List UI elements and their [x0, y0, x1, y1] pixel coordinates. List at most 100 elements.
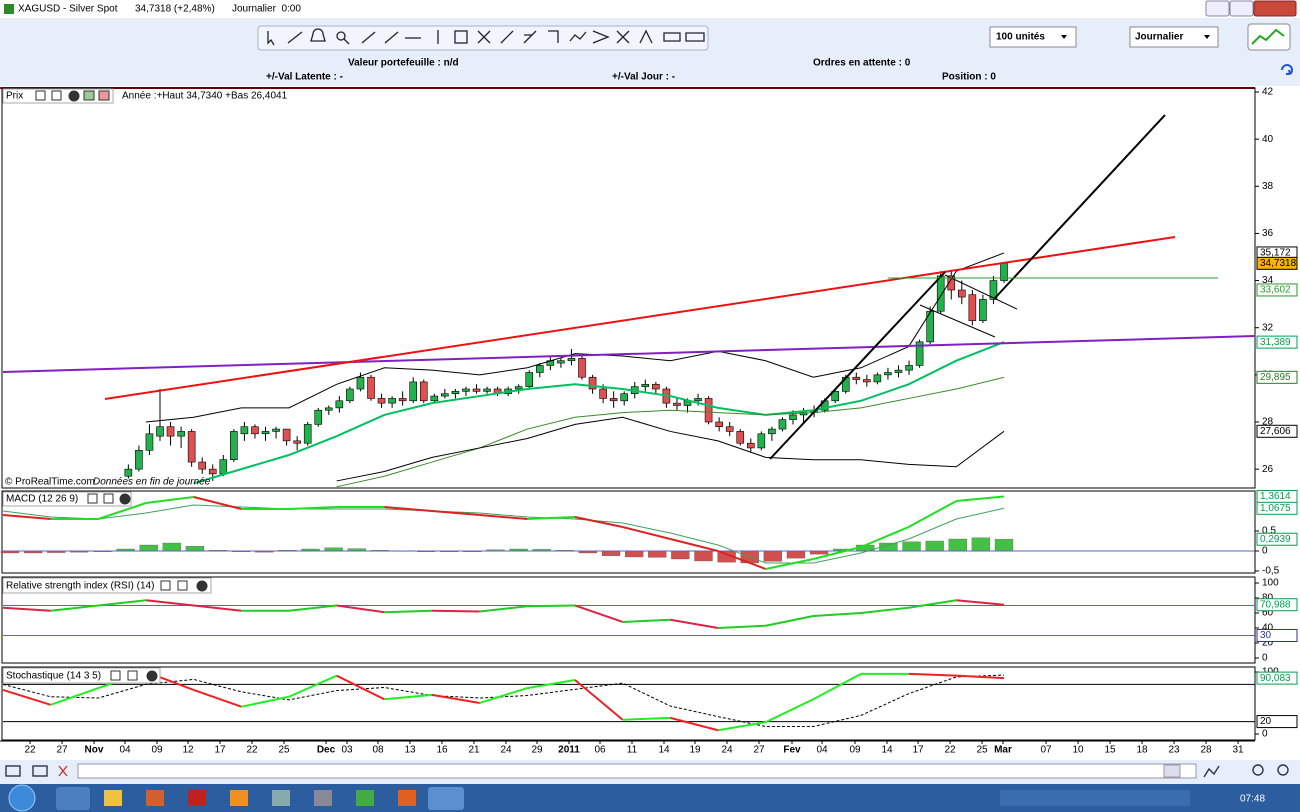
indicator-segment: [98, 599, 147, 607]
maximize-button[interactable]: [1229, 0, 1254, 17]
candle-body: [599, 388, 607, 399]
panel-name: MACD (12 26 9): [6, 494, 78, 505]
histogram-bar: [902, 541, 921, 552]
candle-body: [894, 369, 903, 373]
scrollbar[interactable]: [77, 763, 1197, 779]
indicator-segment: [479, 687, 528, 704]
indicator-segment: [574, 679, 624, 721]
window-title: XAGUSD - Silver Spot: [18, 4, 118, 15]
indicator-segment: [193, 689, 242, 708]
x-tick-label: 21: [468, 745, 480, 756]
account-bar: [0, 55, 1300, 86]
candle-body: [863, 379, 871, 383]
candle-body: [272, 428, 280, 432]
value-marker: [1256, 256, 1298, 270]
macd-panel: [1, 490, 1256, 574]
candle-body: [641, 383, 650, 387]
x-tick-label: 04: [119, 745, 131, 756]
candle-body: [346, 388, 354, 402]
candle-body: [261, 431, 270, 435]
y-tick-label: 80: [1262, 593, 1274, 604]
tool-icons[interactable]: [267, 28, 705, 46]
y-tick-label: 0,5: [1262, 526, 1276, 537]
dropdown-arrow: [1204, 35, 1210, 39]
value-marker-label: 31,389: [1260, 337, 1291, 348]
candle-body: [230, 431, 238, 461]
candle-body: [525, 372, 534, 387]
refresh-icon[interactable]: [1281, 64, 1293, 75]
indicator-line: [193, 341, 1005, 485]
pending-orders: Ordres en attente : 0: [813, 58, 911, 69]
value-marker-label: 90,083: [1260, 673, 1291, 684]
histogram-bar: [601, 550, 621, 556]
candle-body: [957, 289, 966, 298]
candle-body: [293, 440, 301, 444]
value-marker: [1256, 283, 1298, 297]
candle-body: [388, 398, 396, 404]
value-marker-label: 1,3614: [1260, 491, 1291, 502]
histogram-bar: [948, 538, 967, 552]
indicator-segment: [908, 599, 957, 609]
value-marker: [1256, 370, 1298, 384]
histogram-bar: [671, 550, 690, 560]
candle-body: [314, 409, 323, 425]
candle-body: [947, 275, 956, 291]
indicator-segment: [193, 496, 242, 510]
period: Journalier 0:00: [232, 4, 301, 15]
x-tick-label: 23: [1168, 745, 1180, 756]
scroll-thumb[interactable]: [1163, 764, 1181, 778]
histogram-bar: [971, 537, 991, 552]
x-tick-label: 24: [721, 745, 733, 756]
indicator-segment: [288, 506, 337, 510]
x-tick-label: 16: [436, 745, 448, 756]
uptrend-line: [769, 271, 946, 460]
indicator-segment: [98, 502, 147, 520]
candle-body: [219, 459, 228, 475]
candle-body: [177, 431, 185, 437]
x-tick-label: 07: [1040, 745, 1052, 756]
indicator-segment: [288, 674, 338, 698]
histogram-bar: [763, 550, 782, 562]
candle-body: [989, 280, 998, 300]
timeframe-select[interactable]: [1129, 26, 1219, 48]
candle-body: [398, 398, 407, 402]
histogram-bar: [786, 550, 806, 559]
indicator-segment: [2, 514, 51, 520]
minimize-button[interactable]: [1205, 0, 1230, 17]
histogram-bar: [694, 550, 713, 562]
candle-body: [915, 341, 924, 366]
candle-body: [240, 426, 249, 435]
bottom-icons[interactable]: [5, 764, 1289, 778]
candle-body: [419, 381, 428, 402]
indicator-segment: [2, 688, 51, 706]
indicator-segment: [2, 606, 51, 612]
x-tick-label: 22: [944, 745, 956, 756]
panel-icons[interactable]: [35, 90, 208, 682]
candle-body: [166, 426, 175, 437]
value-marker-label: 33,602: [1260, 285, 1291, 296]
close-button[interactable]: [1253, 0, 1297, 17]
panel-header: [2, 491, 132, 507]
candle-body: [884, 372, 892, 376]
y-tick-label: 0: [1262, 546, 1268, 557]
candle-body: [251, 426, 259, 435]
y-tick-label: 28: [1262, 417, 1274, 428]
value-marker: [1256, 335, 1298, 349]
quantity-select[interactable]: [989, 26, 1077, 48]
y-tick-label: 32: [1262, 322, 1274, 333]
x-tick-label: 31: [1232, 745, 1244, 756]
x-tick-label: 2011: [558, 745, 580, 756]
channel-line: [919, 304, 996, 338]
x-tick-label: Dec: [317, 745, 336, 756]
start-button[interactable]: [8, 784, 36, 812]
app-icon: [4, 4, 14, 14]
histogram-bar: [994, 539, 1014, 552]
indicator-segment: [431, 693, 480, 704]
candle-body: [852, 376, 861, 380]
candle-body: [768, 428, 776, 435]
histogram-bar: [648, 550, 667, 558]
indicator-segment: [527, 604, 576, 608]
taskbar-apps[interactable]: [56, 787, 1190, 810]
